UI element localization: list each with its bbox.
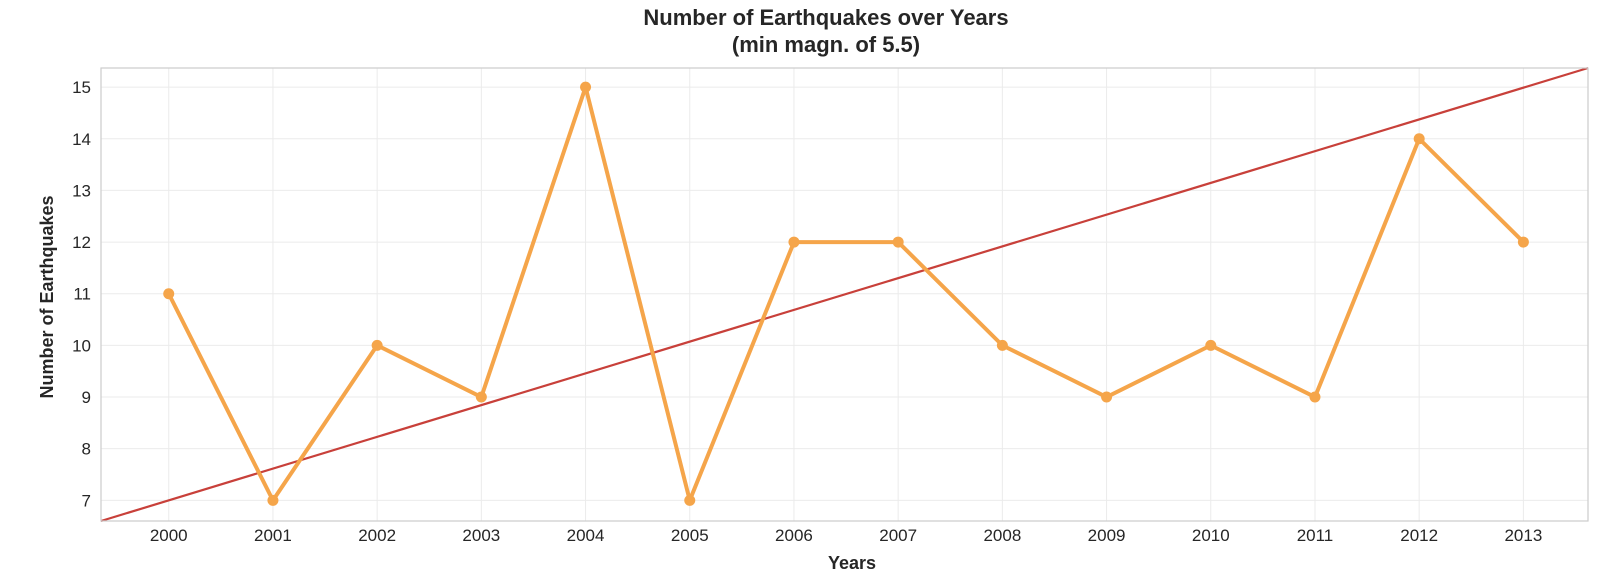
data-point xyxy=(475,391,487,403)
data-point xyxy=(267,494,279,506)
trend-line-group xyxy=(100,66,1589,523)
grid-lines xyxy=(101,68,1588,521)
x-axis-label: Years xyxy=(828,553,876,573)
x-tick-label: 2005 xyxy=(671,526,709,545)
y-tick-label: 7 xyxy=(82,491,91,510)
x-tick-label: 2001 xyxy=(254,526,292,545)
y-axis-ticks: 7 8 9 10 11 12 13 14 15 xyxy=(72,78,91,510)
x-tick-label: 2004 xyxy=(567,526,605,545)
x-tick-label: 2006 xyxy=(775,526,813,545)
data-point xyxy=(684,494,696,506)
data-point xyxy=(580,81,592,93)
data-point xyxy=(1205,339,1217,351)
x-tick-label: 2013 xyxy=(1504,526,1542,545)
x-tick-label: 2011 xyxy=(1297,526,1334,545)
x-axis-ticks: 2000 2001 2002 2003 2004 2005 2006 2007 2008 2009… xyxy=(150,526,1542,545)
chart-title: Number of Earthquakes over Years xyxy=(643,5,1008,30)
y-tick-label: 10 xyxy=(72,336,91,355)
y-tick-label: 9 xyxy=(82,388,91,407)
y-tick-label: 14 xyxy=(72,130,91,149)
data-point xyxy=(371,339,383,351)
y-axis-label: Number of Earthquakes xyxy=(37,195,57,398)
y-tick-label: 8 xyxy=(82,440,91,459)
series-group xyxy=(163,81,1529,506)
data-point xyxy=(1309,391,1321,403)
x-tick-label: 2002 xyxy=(358,526,396,545)
data-point xyxy=(1517,236,1529,248)
series-line xyxy=(166,85,1526,503)
trend-line xyxy=(100,66,1589,523)
chart-subtitle: (min magn. of 5.5) xyxy=(732,32,920,57)
y-tick-label: 15 xyxy=(72,78,91,97)
data-point xyxy=(788,236,800,248)
x-tick-label: 2000 xyxy=(150,526,188,545)
y-tick-label: 13 xyxy=(72,181,91,200)
x-tick-label: 2009 xyxy=(1088,526,1126,545)
data-point xyxy=(996,339,1008,351)
data-point xyxy=(892,236,904,248)
x-tick-label: 2010 xyxy=(1192,526,1230,545)
x-tick-label: 2008 xyxy=(983,526,1021,545)
data-point xyxy=(1101,391,1113,403)
x-tick-label: 2007 xyxy=(879,526,917,545)
x-tick-label: 2012 xyxy=(1400,526,1438,545)
data-point xyxy=(1413,133,1425,145)
x-tick-label: 2003 xyxy=(462,526,500,545)
y-tick-label: 11 xyxy=(73,285,91,304)
data-point xyxy=(163,288,175,300)
plot-frame xyxy=(100,67,1589,522)
y-tick-label: 12 xyxy=(72,233,91,252)
